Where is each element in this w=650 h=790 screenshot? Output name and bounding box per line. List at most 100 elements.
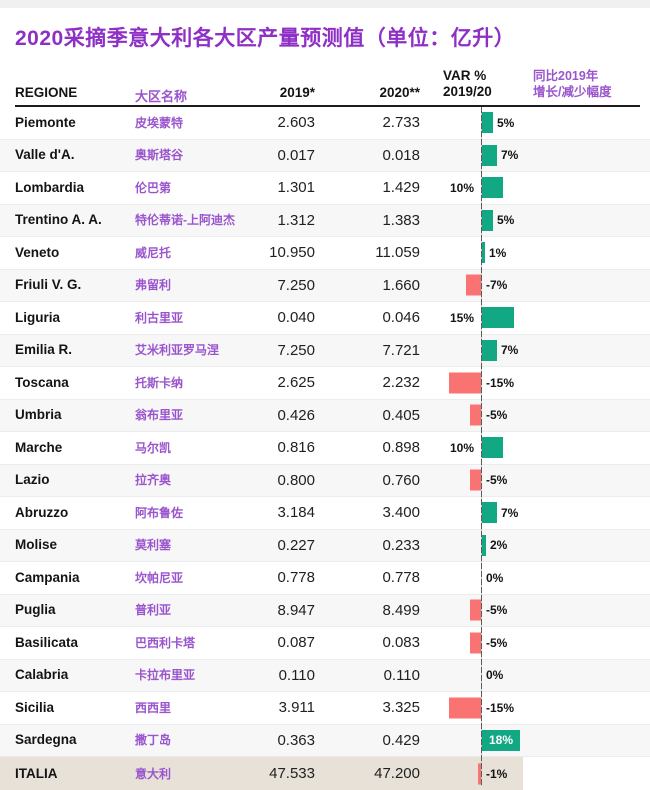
table-row: Molise 莫利塞 0.227 0.233 2% [0,529,650,562]
var-bar-cell: 0% [477,562,650,594]
region-name: Sicilia [15,699,55,715]
column-header-2020: 2020** [379,85,420,100]
increase-bar [482,112,493,134]
var-bar-cell: -5% [470,465,650,497]
value-2020: 0.760 [382,471,420,489]
value-2020: 1.429 [382,179,420,197]
region-name: Marche [15,439,63,455]
region-name: Basilicata [15,634,79,650]
var-bar-cell: -7% [466,270,650,302]
region-name-cn: 马尔凯 [135,440,172,455]
region-name: Toscana [15,374,69,390]
table-row: Calabria 卡拉布里亚 0.110 0.110 0% [0,659,650,692]
value-2020: 2.733 [382,114,420,132]
var-bar-cell [477,172,650,204]
increase-bar [482,177,503,199]
region-name-cn: 伦巴第 [135,180,172,195]
value-2019: 1.301 [277,179,315,197]
value-2020: 1.383 [382,211,420,229]
region-name-cn: 翁布里亚 [135,408,184,423]
var-bar-cell [477,432,650,464]
region-name-cn: 威尼托 [135,245,172,260]
decrease-bar [466,274,481,296]
value-2020: 0.083 [382,634,420,652]
decrease-bar [449,372,481,394]
value-2020: 0.778 [382,569,420,587]
value-2020: 0.233 [382,536,420,554]
var-percent-label: 7% [501,148,519,163]
value-2020: 3.400 [382,504,420,522]
region-name-cn: 撒丁岛 [135,733,172,748]
var-bar-cell: -15% [449,367,650,399]
table-row: Friuli V. G. 弗留利 7.250 1.660 -7% [0,269,650,302]
top-edge-strip [0,0,650,8]
table-row: Sicilia 西西里 3.911 3.325 -15% [0,692,650,725]
value-2020: 0.898 [382,439,420,457]
var-bar-cell: 7% [477,140,650,172]
table-row: Sardegna 撒丁岛 0.363 0.429 18% [0,724,650,757]
region-name-cn: 艾米利亚罗马涅 [135,343,220,358]
increase-bar [482,144,497,166]
increase-bar [482,534,486,556]
var-percent-label: -1% [486,766,508,781]
value-2019: 0.426 [277,406,315,424]
page-title: 2020采摘季意大利各大区产量预测值（单位：亿升） [15,27,516,50]
region-name-cn: 西西里 [135,700,172,715]
value-2020: 47.200 [374,765,420,782]
increase-bar [482,502,497,524]
value-2019: 7.250 [277,341,315,359]
var-percent-left-label: 10% [449,440,474,455]
region-name: Umbria [15,407,62,423]
value-2019: 0.110 [278,666,315,684]
var-percent-label: 1% [489,245,507,260]
increase-bar [482,209,493,231]
value-2020: 3.325 [382,699,420,717]
value-2019: 0.816 [277,439,315,457]
value-2019: 8.947 [277,601,315,619]
region-name: Trentino A. A. [15,212,102,228]
column-header-var-line2: 2019/20 [443,84,492,99]
var-bar-cell: 7% [477,497,650,529]
var-percent-label: -15% [486,375,515,390]
region-name-cn: 拉齐奥 [135,473,172,488]
region-name-cn: 弗留利 [135,278,172,293]
region-name-cn: 坎帕尼亚 [135,570,184,585]
increase-bar [482,339,497,361]
region-name: Calabria [15,667,69,683]
var-bar-cell: 5% [477,205,650,237]
value-2019: 47.533 [269,765,315,782]
column-header-note: 同比2019年 增长/减少幅度 [533,68,611,100]
region-name: Abruzzo [15,504,69,520]
var-bar-cell: -5% [470,400,650,432]
table-body: Piemonte 皮埃蒙特 2.603 2.733 5% Valle d'A. … [0,107,650,790]
region-name-cn: 莫利塞 [135,538,172,553]
var-percent-label: 7% [501,343,519,358]
var-percent-label: 5% [497,213,515,228]
decrease-bar [478,763,481,784]
value-2019: 2.625 [277,374,315,392]
region-name-cn: 利古里亚 [135,310,184,325]
var-percent-label: 0% [486,668,504,683]
value-2020: 2.232 [382,374,420,392]
var-bar-cell [477,302,650,334]
value-2019: 10.950 [269,244,315,262]
var-percent-label: -5% [486,635,508,650]
column-header-regione: REGIONE [15,85,78,100]
value-2020: 8.499 [382,601,420,619]
table-row: Puglia 普利亚 8.947 8.499 -5% [0,594,650,627]
column-header-note-line2: 增长/减少幅度 [533,85,612,99]
var-percent-label: 5% [497,115,515,130]
region-name-cn: 托斯卡纳 [135,375,184,390]
value-2020: 0.405 [382,406,420,424]
var-bar-cell: -15% [449,692,650,724]
value-2020: 0.110 [383,666,420,684]
table-row: Toscana 托斯卡纳 2.625 2.232 -15% [0,367,650,400]
value-2020: 1.660 [382,276,420,294]
table-row: Basilicata 巴西利卡塔 0.087 0.083 -5% [0,627,650,660]
var-bar-cell: 1% [477,237,650,269]
var-bar-cell: -5% [470,595,650,627]
table-row: Campania 坎帕尼亚 0.778 0.778 0% [0,562,650,595]
region-name: Liguria [15,309,61,325]
var-percent-label: 0% [486,570,504,585]
